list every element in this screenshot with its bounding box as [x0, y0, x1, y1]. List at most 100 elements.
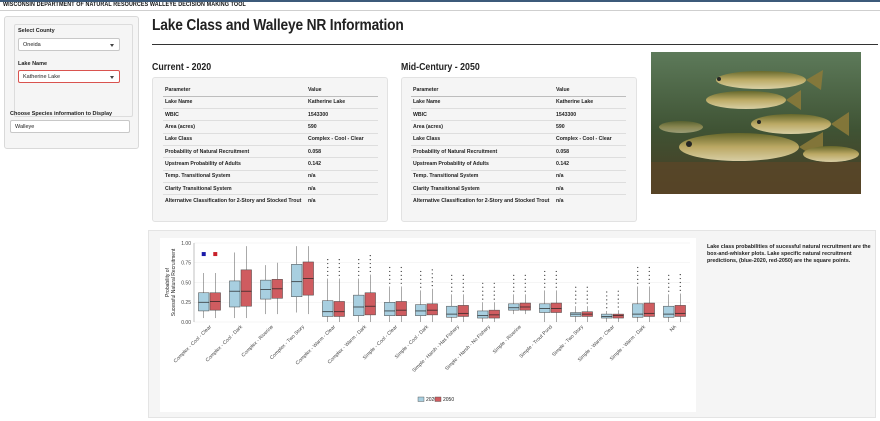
param-cell: Temp. Transitional System [411, 170, 554, 183]
lake-select-value: Katherine Lake [23, 74, 60, 80]
table-row: Probability of Natural Recruitment 0.058 [411, 145, 626, 159]
outlier-point [482, 294, 484, 296]
y-tick-label: 0.75 [181, 261, 191, 267]
outlier-point [358, 262, 360, 265]
outlier-point [338, 258, 340, 261]
county-select[interactable]: Oneida [18, 38, 120, 51]
value-cell: 0.142 [306, 157, 378, 171]
outlier-point [648, 270, 650, 273]
value-cell: Katherine Lake [306, 96, 378, 110]
value-cell: 1543300 [306, 108, 378, 122]
box-2020 [415, 304, 427, 316]
table-row: WBIC 1543300 [163, 108, 378, 122]
box-2050 [519, 302, 531, 311]
outlier-point [544, 274, 546, 276]
outlier-point [327, 270, 329, 273]
outlier-point [400, 282, 402, 284]
title-divider [152, 44, 878, 45]
value-cell: n/a [554, 182, 626, 196]
outlier-point [524, 278, 526, 280]
outlier-point [637, 266, 639, 269]
table-row: Upstream Probability of Adults 0.142 [163, 157, 378, 171]
outlier-point [544, 286, 546, 288]
lake-select[interactable]: Katherine Lake [18, 70, 120, 83]
outlier-point [420, 274, 422, 276]
value-cell: 590 [306, 120, 378, 134]
table-row: Alternative Classification for 2-Story a… [163, 195, 378, 207]
box-2020 [570, 312, 582, 317]
legend-label: 2020 [426, 397, 437, 403]
outlier-point [513, 290, 515, 292]
param-cell: Upstream Probability of Adults [411, 157, 554, 171]
y-tick-label: 0.00 [181, 320, 191, 326]
outlier-point [555, 282, 557, 284]
outlier-point [369, 262, 371, 265]
outlier-point [493, 294, 495, 296]
param-cell: WBIC [411, 108, 554, 122]
param-cell: Alternative Classification for 2-Story a… [165, 198, 302, 205]
page-title: Lake Class and Walleye NR Information [152, 17, 404, 34]
outlier-point [586, 286, 588, 288]
box-2020 [198, 292, 210, 312]
outlier-point [648, 278, 650, 280]
value-cell: n/a [556, 198, 564, 205]
outlier-point [493, 290, 495, 292]
param-cell: Lake Name [411, 96, 554, 110]
box-2050 [612, 313, 624, 319]
value-cell: 0.058 [554, 145, 626, 159]
legend-label: 2050 [443, 397, 454, 403]
outlier-point [544, 270, 546, 273]
outlier-point [389, 270, 391, 273]
boxplot-svg: 0.00 0.25 0.50 0.75 1.00 Probability of Sucess… [165, 241, 690, 403]
chevron-down-icon [110, 76, 114, 79]
outlier-point [524, 282, 526, 284]
outlier-point [575, 290, 577, 292]
outlier-point [420, 282, 422, 284]
outlier-point [668, 278, 670, 280]
species-select-value: Walleye [15, 124, 35, 130]
y-tick-label: 0.25 [181, 300, 191, 306]
outlier-point [586, 290, 588, 292]
param-cell: Lake Class [163, 133, 306, 146]
outlier-point [513, 286, 515, 288]
table-row: Clarity Transitional System n/a [163, 182, 378, 196]
outlier-point [617, 302, 619, 304]
outlier-point [555, 286, 557, 288]
outlier-point [637, 282, 639, 284]
outlier-point [327, 274, 329, 276]
outlier-point [544, 282, 546, 284]
species-select[interactable]: Walleye [10, 120, 130, 133]
y-axis-label: Sucessful Natural Recruitment [171, 248, 177, 316]
outlier-point [338, 274, 340, 276]
value-cell: Katherine Lake [554, 96, 626, 110]
box-2020 [446, 305, 458, 318]
outlier-point [338, 262, 340, 265]
outlier-point [493, 282, 495, 284]
outlier-point [420, 270, 422, 273]
outlier-point [369, 266, 371, 269]
outlier-point [420, 278, 422, 280]
outlier-point [668, 274, 670, 276]
box-2050 [333, 301, 345, 317]
outlier-point [555, 270, 557, 273]
outlier-point [327, 258, 329, 261]
value-cell: 1543300 [554, 108, 626, 122]
lake-point-2020 [201, 252, 206, 257]
current-heading: Current - 2020 [152, 62, 212, 73]
outlier-point [586, 294, 588, 296]
outlier-point [462, 286, 464, 288]
box-2050 [395, 301, 407, 316]
outlier-point [389, 266, 391, 269]
box-2020 [384, 302, 396, 316]
outlier-point [369, 255, 371, 257]
outlier-point [679, 277, 681, 280]
box-2020 [229, 280, 241, 308]
outlier-point [358, 270, 360, 273]
outlier-point [606, 307, 608, 309]
outlier-point [513, 278, 515, 280]
lake-point-2050 [213, 252, 218, 257]
table-header-row: Parameter Value [163, 84, 378, 97]
outlier-point [648, 274, 650, 276]
x-tick-label: Simple - Two Story [551, 324, 585, 358]
outlier-point [493, 286, 495, 288]
